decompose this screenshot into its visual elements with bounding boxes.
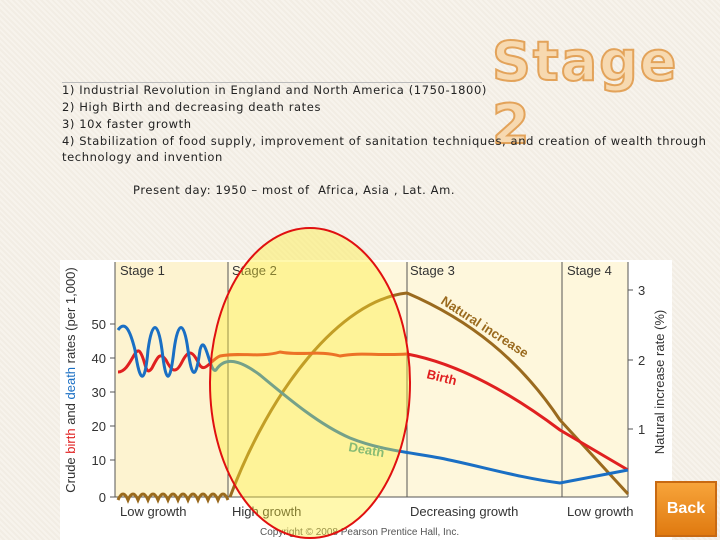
growth-label: Low growth	[567, 504, 633, 519]
y2-ticks: 3 2 1	[638, 283, 645, 437]
highlight	[209, 227, 411, 539]
y-label-part: birth	[63, 428, 78, 453]
y-label-part: rates (per 1,000)	[63, 267, 78, 367]
curve-label: Death	[347, 439, 385, 460]
natural-increase-curve	[116, 291, 630, 504]
death-curve	[116, 324, 629, 485]
y-label-part: death	[63, 367, 78, 400]
y2-tick-label: 1	[638, 422, 645, 437]
growth-label: Low growth	[120, 504, 186, 519]
y-ticks: 50 40 30 20 10 0	[92, 317, 106, 505]
point: 1) Industrial Revolution in England and …	[62, 83, 487, 97]
point: 2) High Birth and decreasing death rates	[62, 100, 322, 114]
stage-label: Stage 1	[120, 263, 165, 278]
y2-axis-label: Natural increase rate (%)	[652, 310, 667, 455]
present-day: Present day: 1950 – most of Africa, Asia…	[133, 183, 456, 197]
title-rule	[62, 82, 482, 83]
y-tick-label: 20	[92, 419, 106, 434]
credit: Copyright © 2008 Pearson Prentice Hall, …	[260, 527, 459, 538]
y-label-part: and	[63, 400, 78, 429]
y2-tick-label: 3	[638, 283, 645, 298]
back-button[interactable]: Back	[655, 481, 717, 537]
y-axis-label: Crude birth and death rates (per 1,000)	[63, 267, 78, 493]
stage-label: Stage 4	[567, 263, 612, 278]
y-tick-label: 30	[92, 385, 106, 400]
y-tick-label: 50	[92, 317, 106, 332]
point: technology and invention	[62, 150, 223, 164]
y2-tick-label: 2	[638, 353, 645, 368]
stage-label: Stage 3	[410, 263, 455, 278]
point: 4) Stabilization of food supply, improve…	[62, 134, 707, 148]
y-tick-label: 40	[92, 351, 106, 366]
growth-label: Decreasing growth	[410, 504, 518, 519]
point: 3) 10x faster growth	[62, 117, 192, 131]
ticks	[110, 289, 633, 498]
y-tick-label: 10	[92, 453, 106, 468]
slide-title: Stage 2	[491, 29, 679, 157]
y-label-part: Crude	[63, 454, 78, 493]
y-tick-label: 0	[99, 490, 106, 505]
birth-curve	[117, 349, 629, 472]
curve-label: Birth	[425, 366, 458, 388]
